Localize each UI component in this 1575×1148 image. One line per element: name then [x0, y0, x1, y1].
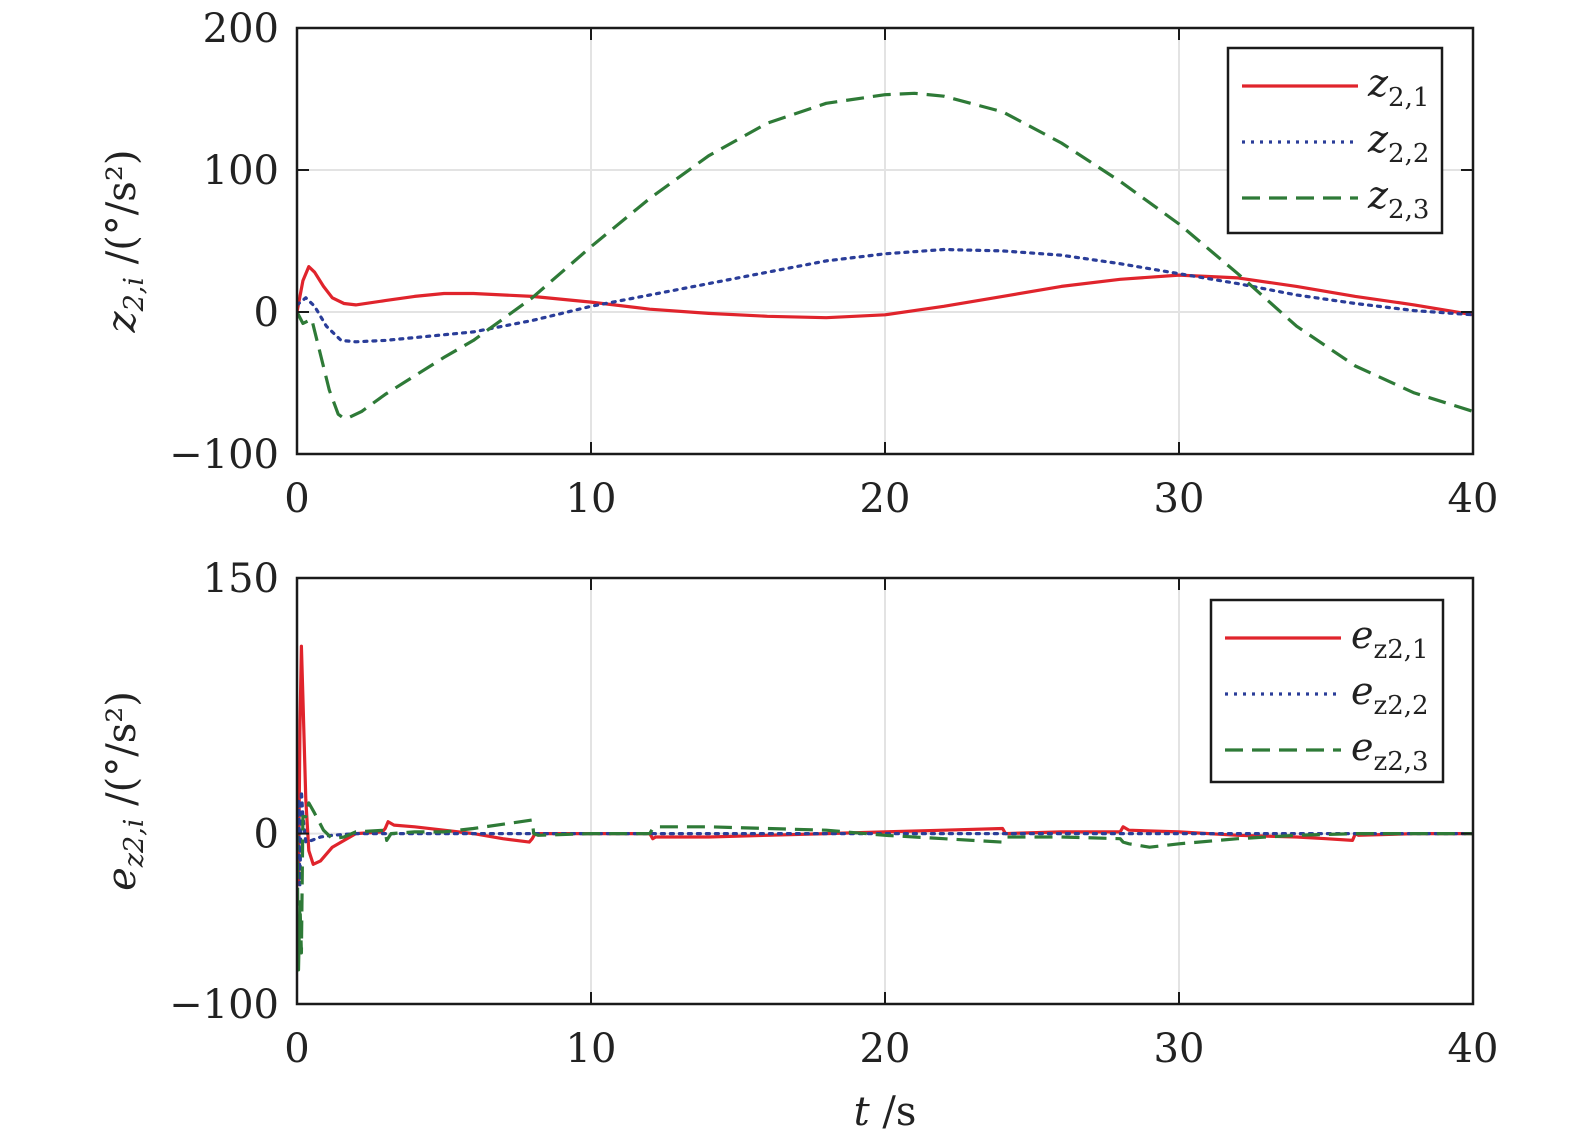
- y-tick-label: −100: [169, 982, 279, 1028]
- legend-label: z2,2: [1367, 117, 1429, 169]
- series-line-2-1: [297, 265, 1473, 320]
- x-tick-label: 30: [1154, 476, 1205, 522]
- y-tick-label: 150: [203, 556, 279, 602]
- y-tick-label: 100: [203, 148, 279, 194]
- y-tick-label: 200: [203, 6, 279, 52]
- legend-label: ez2,3: [1351, 725, 1429, 777]
- x-tick-label: 30: [1154, 1026, 1205, 1072]
- y-tick-label: 0: [254, 812, 279, 858]
- legend-label: z2,3: [1367, 173, 1429, 225]
- x-axis-label: t /s: [854, 1089, 917, 1135]
- legend-label: ez2,1: [1351, 613, 1429, 665]
- series-line-z2-3: [297, 801, 1473, 972]
- y-axis-label: ez2,i /(°/s²): [99, 691, 150, 891]
- x-tick-label: 20: [860, 1026, 911, 1072]
- x-tick-label: 40: [1448, 476, 1499, 522]
- series-line-z2-2: [297, 789, 1473, 887]
- y-axis-label: z2,i /(°/s²): [99, 150, 150, 334]
- legend-label: z2,1: [1367, 61, 1429, 113]
- y-tick-label: −100: [169, 432, 279, 478]
- x-tick-label: 0: [284, 1026, 309, 1072]
- y-tick-label: 0: [254, 290, 279, 336]
- series-line-2-2: [297, 247, 1473, 344]
- legend-box: [1209, 598, 1445, 784]
- x-tick-label: 10: [566, 476, 617, 522]
- x-tick-label: 10: [566, 1026, 617, 1072]
- series-line-2-3: [297, 91, 1473, 421]
- legend-label: ez2,2: [1351, 669, 1429, 721]
- x-tick-label: 40: [1448, 1026, 1499, 1072]
- legend: z2,1z2,2z2,3: [1226, 46, 1444, 235]
- series-line-z2-1: [297, 644, 1473, 887]
- x-tick-label: 20: [860, 476, 911, 522]
- x-tick-label: 0: [284, 476, 309, 522]
